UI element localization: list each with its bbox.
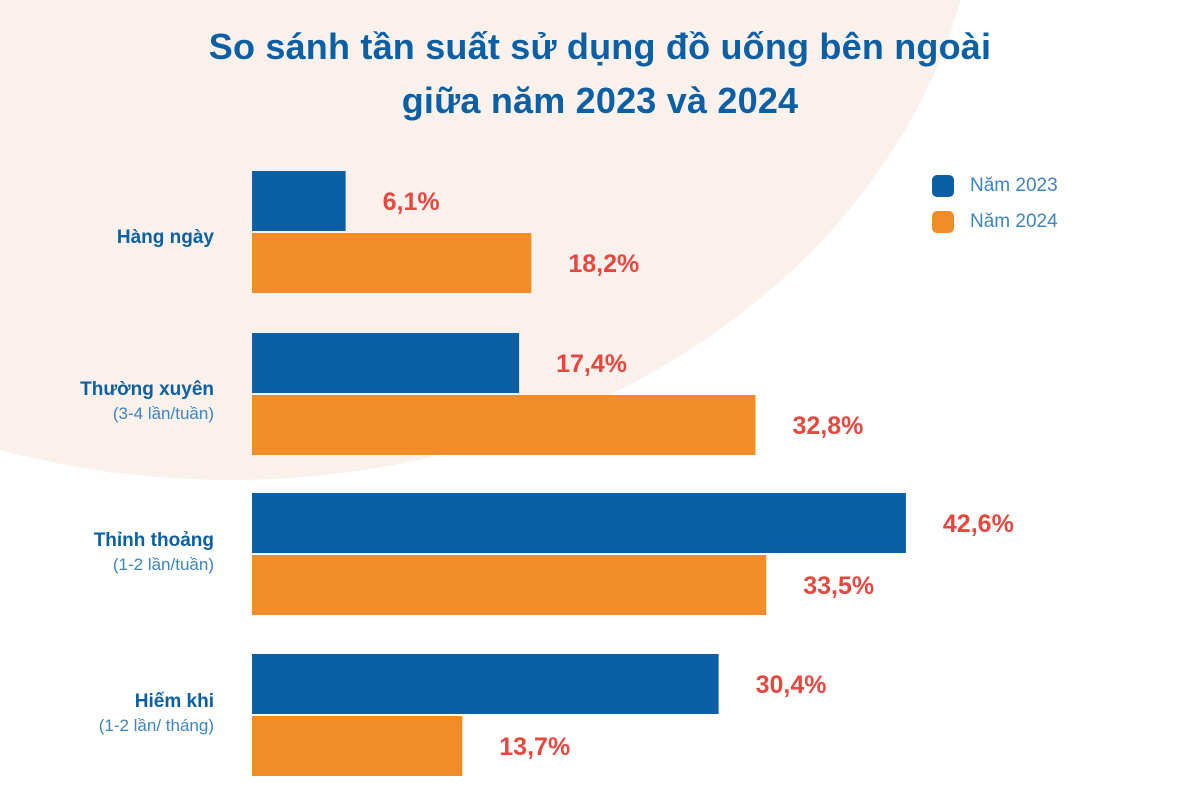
category-name: Hàng ngày [116, 227, 214, 248]
bar-2024-0 [252, 233, 532, 293]
category-subtitle: (1-2 lần/ tháng) [98, 716, 214, 735]
value-label-2023-1: 17,4% [556, 350, 627, 378]
value-label-2024-3: 13,7% [499, 733, 570, 761]
bar-2023-3 [252, 654, 719, 714]
category-label-hiem-khi: Hiếm khi (1-2 lần/ tháng) [99, 690, 214, 738]
category-label-thuong-xuyen: Thường xuyên (3-4 lần/tuần) [80, 378, 214, 426]
value-label-2024-1: 32,8% [792, 412, 863, 440]
value-label-2024-0: 18,2% [568, 250, 639, 278]
legend-swatch-2023 [932, 175, 954, 197]
bar-2023-1 [252, 333, 520, 393]
legend-item-2023: Năm 2023 [932, 168, 1058, 204]
value-label-2023-0: 6,1% [383, 188, 440, 216]
value-label-2023-3: 30,4% [756, 671, 827, 699]
category-subtitle: (3-4 lần/tuần) [112, 404, 214, 423]
category-name: Thường xuyên [80, 379, 214, 400]
legend-label-2023: Năm 2023 [970, 175, 1058, 196]
bar-2023-2 [252, 493, 906, 553]
bar-2024-2 [252, 555, 767, 615]
bar-2024-3 [252, 716, 463, 776]
legend: Năm 2023 Năm 2024 [932, 168, 1058, 240]
legend-item-2024: Năm 2024 [932, 204, 1058, 240]
category-label-thinh-thoang: Thỉnh thoảng (1-2 lần/tuần) [94, 529, 214, 577]
value-label-2024-2: 33,5% [803, 572, 874, 600]
category-label-hang-ngay: Hàng ngày [117, 226, 214, 250]
category-name: Thỉnh thoảng [93, 530, 214, 551]
chart-title-line-2: giữa năm 2023 và 2024 [401, 80, 799, 121]
chart-title-line-1: So sánh tần suất sử dụng đồ uống bên ngo… [208, 26, 992, 67]
legend-swatch-2024 [932, 211, 954, 233]
legend-label-2024: Năm 2024 [970, 211, 1058, 232]
value-label-2023-2: 42,6% [943, 510, 1014, 538]
category-name: Hiếm khi [134, 691, 214, 712]
bar-2023-0 [252, 171, 346, 231]
category-subtitle: (1-2 lần/tuần) [112, 555, 214, 574]
bar-2024-1 [252, 395, 756, 455]
